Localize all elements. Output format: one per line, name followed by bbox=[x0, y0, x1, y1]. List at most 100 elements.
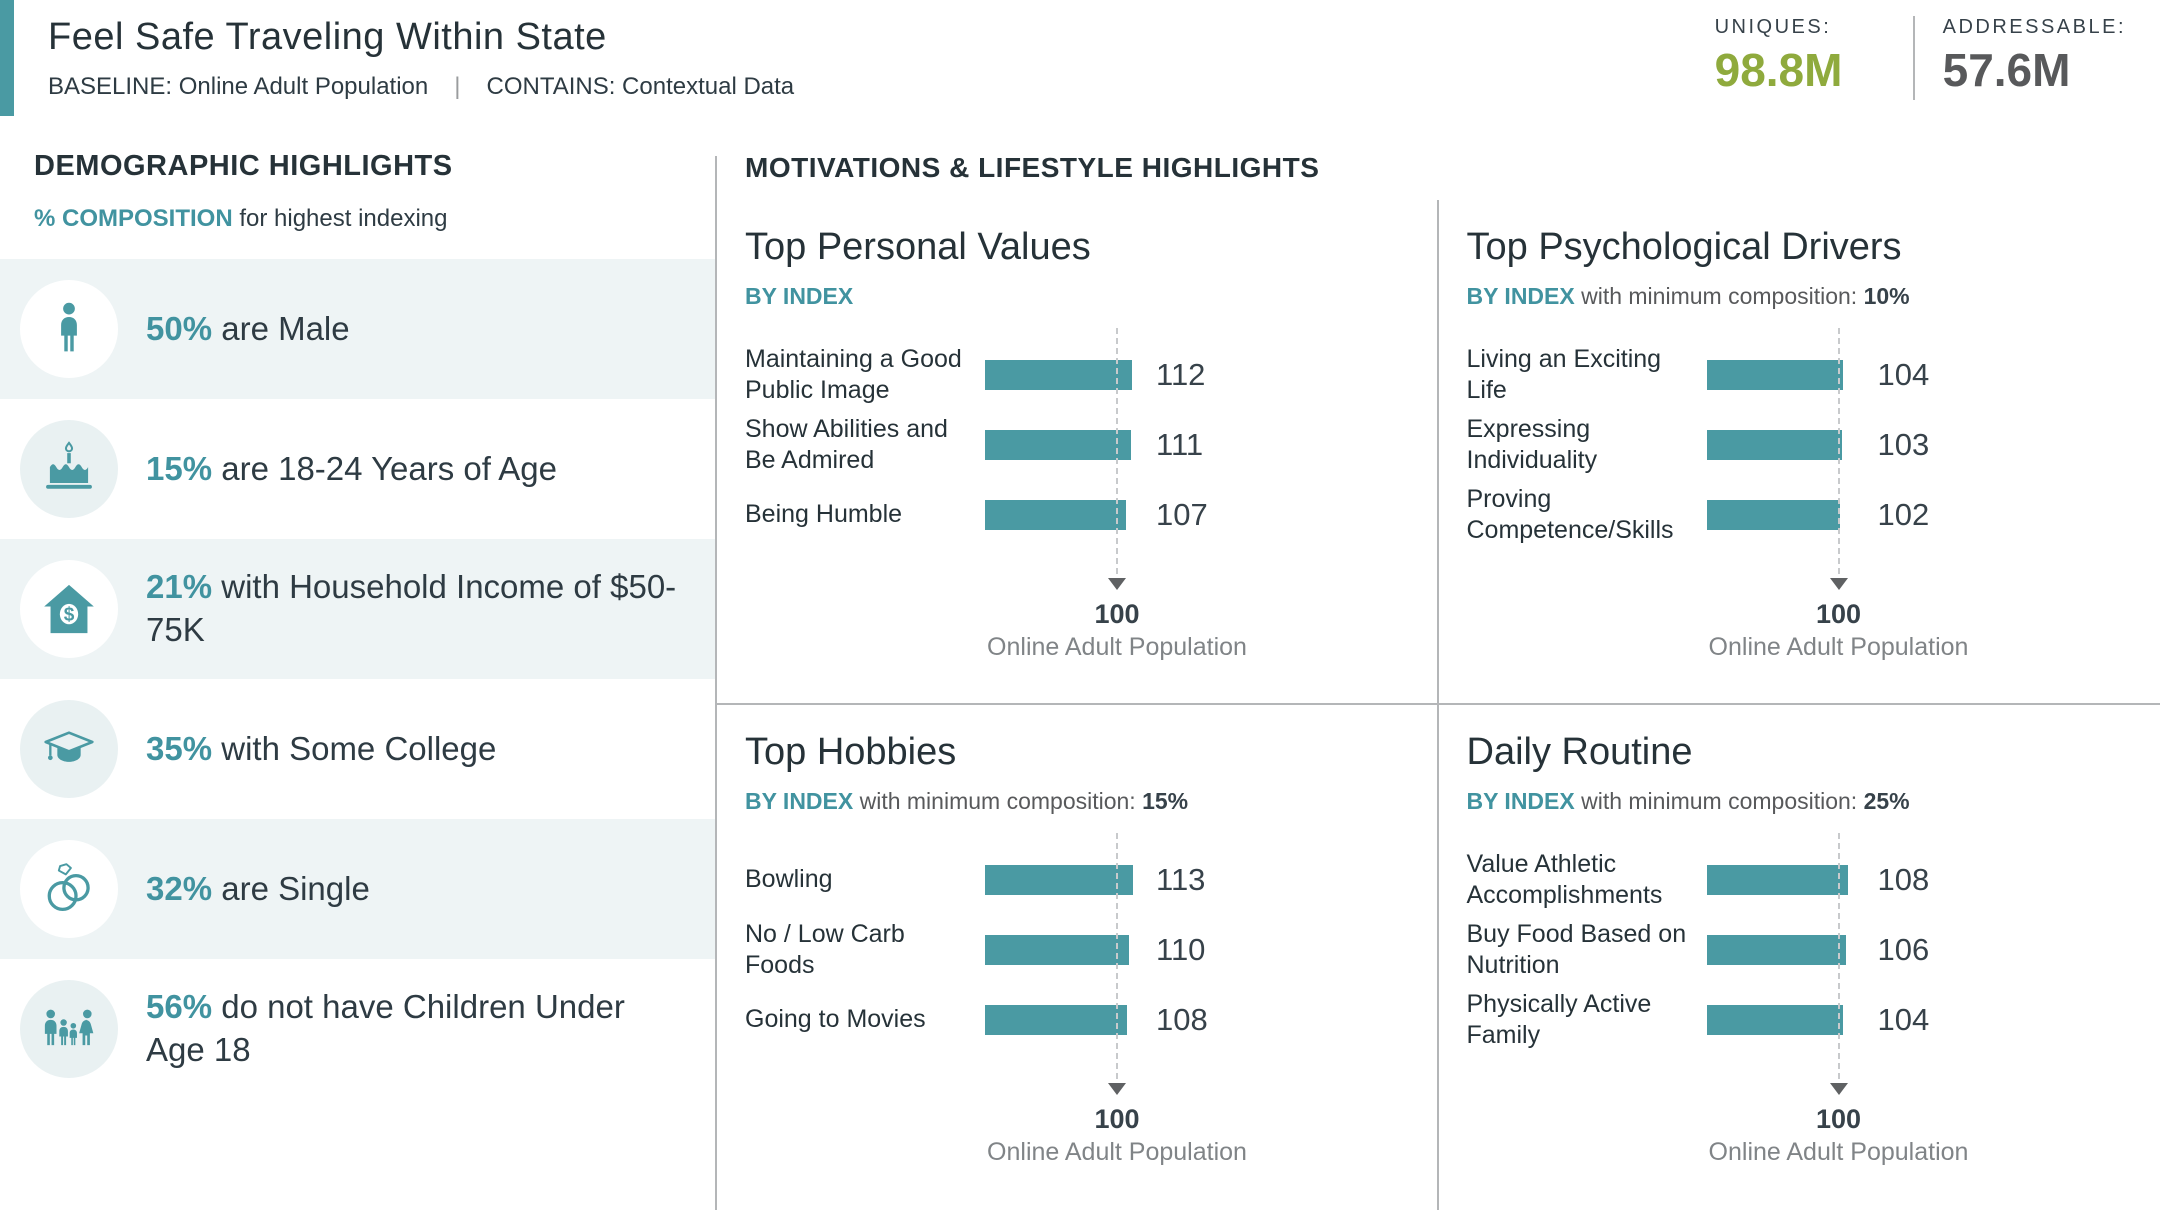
baseline-value: 100 bbox=[1815, 1104, 1862, 1134]
baseline-value: 100 bbox=[1094, 599, 1140, 629]
chart-row: Living an Exciting Life 104 bbox=[1467, 340, 1947, 410]
bar-value: 102 bbox=[1877, 497, 1930, 532]
item-text: 35% with Some College bbox=[146, 728, 496, 771]
report-header: Feel Safe Traveling Within State BASELIN… bbox=[0, 0, 2160, 116]
baseline-value: 100 bbox=[1094, 1104, 1140, 1134]
item-text: 50% are Male bbox=[146, 308, 350, 351]
panel-title: Top Hobbies bbox=[745, 731, 957, 773]
bar-value: 108 bbox=[1877, 862, 1930, 897]
bar-label: Buy Food Based on Nutrition bbox=[1466, 919, 1687, 979]
demographic-item-income: $ 21% with Household Income of $50-75K bbox=[0, 539, 717, 679]
chart-row: Proving Competence/Skills 102 bbox=[1467, 480, 1947, 550]
min-comp-value: 15% bbox=[1142, 788, 1189, 814]
chart-row: Going to Movies 108 bbox=[745, 985, 1225, 1055]
page-title: Feel Safe Traveling Within State bbox=[48, 16, 607, 58]
demographic-sidebar: DEMOGRAPHIC HIGHLIGHTS % COMPOSITION for… bbox=[0, 116, 717, 1210]
by-index-label: BY INDEX bbox=[745, 788, 854, 814]
item-percent: 32% bbox=[146, 869, 213, 907]
min-comp-value: 25% bbox=[1863, 788, 1910, 814]
wedding-rings-icon bbox=[20, 840, 118, 938]
addressable-stat: ADDRESSABLE: 57.6M bbox=[1943, 16, 2126, 97]
house-income-icon: $ bbox=[20, 560, 118, 658]
index-bar bbox=[985, 1005, 1127, 1035]
index-bar-chart: Living an Exciting Life 104 Expressing I… bbox=[1466, 328, 1968, 662]
bar-label: Maintaining a Good Public Image bbox=[745, 344, 962, 404]
min-comp-text: with minimum composition: bbox=[1574, 788, 1864, 814]
chart-row: Maintaining a Good Public Image 112 bbox=[745, 340, 1225, 410]
baseline-guide-line bbox=[1116, 328, 1118, 574]
demographic-item-age: 15% are 18-24 Years of Age bbox=[0, 399, 717, 539]
index-bar bbox=[1706, 1005, 1844, 1035]
index-bar bbox=[1706, 360, 1844, 390]
panels-grid: Top Personal Values BY INDEX Maintaining… bbox=[717, 200, 2160, 1210]
item-text: 21% with Household Income of $50-75K bbox=[146, 566, 686, 652]
item-label: are 18-24 Years of Age bbox=[212, 449, 557, 487]
sidebar-subtitle: % COMPOSITION for highest indexing bbox=[34, 205, 717, 233]
baseline-caption: Online Adult Population bbox=[987, 633, 1247, 661]
by-index-label: BY INDEX bbox=[1466, 283, 1575, 309]
demographic-item-gender: 50% are Male bbox=[0, 259, 717, 399]
contains-meta: CONTAINS: Contextual Data bbox=[486, 73, 795, 100]
by-index-label: BY INDEX bbox=[1466, 788, 1575, 814]
index-bar bbox=[1706, 430, 1842, 460]
chart-row: Bowling 113 bbox=[745, 845, 1225, 915]
item-label: are Single bbox=[212, 869, 370, 907]
composition-rest: for highest indexing bbox=[232, 205, 448, 232]
bar-label: Physically Active Family bbox=[1466, 989, 1652, 1049]
item-percent: 56% bbox=[146, 988, 213, 1026]
panel-top-psychological-drivers: Top Psychological Drivers BY INDEX with … bbox=[1438, 200, 2160, 705]
item-text: 56% do not have Children Under Age 18 bbox=[146, 986, 686, 1072]
panel-top-hobbies: Top Hobbies BY INDEX with minimum compos… bbox=[717, 705, 1439, 1210]
bar-label: Living an Exciting Life bbox=[1466, 344, 1662, 404]
baseline-arrow-icon bbox=[1829, 578, 1848, 590]
sidebar-title: DEMOGRAPHIC HIGHLIGHTS bbox=[34, 150, 453, 182]
bar-label: Show Abilities and Be Admired bbox=[745, 414, 948, 474]
chart-row: Show Abilities and Be Admired 111 bbox=[745, 410, 1225, 480]
min-comp-text: with minimum composition: bbox=[853, 788, 1143, 814]
bar-value: 113 bbox=[1156, 862, 1206, 897]
svg-text:$: $ bbox=[64, 604, 75, 625]
chart-row: Buy Food Based on Nutrition 106 bbox=[1467, 915, 1947, 985]
bar-label: Proving Competence/Skills bbox=[1466, 484, 1674, 544]
index-bar-chart: Value Athletic Accomplishments 108 Buy F… bbox=[1466, 833, 1968, 1167]
item-text: 32% are Single bbox=[146, 868, 370, 911]
min-comp-value: 10% bbox=[1863, 283, 1910, 309]
bar-label: Going to Movies bbox=[745, 1005, 926, 1034]
motivations-section: MOTIVATIONS & LIFESTYLE HIGHLIGHTS Top P… bbox=[717, 116, 2160, 1210]
baseline-caption: Online Adult Population bbox=[1708, 633, 1969, 661]
panel-daily-routine: Daily Routine BY INDEX with minimum comp… bbox=[1439, 705, 2160, 1210]
bar-value: 104 bbox=[1877, 1002, 1930, 1037]
demographic-item-marital: 32% are Single bbox=[0, 819, 717, 959]
item-text: 15% are 18-24 Years of Age bbox=[146, 448, 557, 491]
addressable-label: ADDRESSABLE: bbox=[1942, 16, 2126, 38]
graduation-cap-icon bbox=[20, 700, 118, 798]
bar-value: 110 bbox=[1156, 932, 1206, 967]
baseline-value: 100 bbox=[1815, 599, 1862, 629]
bar-value: 112 bbox=[1156, 357, 1206, 392]
bar-label: Being Humble bbox=[745, 500, 903, 529]
chart-row: No / Low Carb Foods 110 bbox=[745, 915, 1225, 985]
uniques-stat: UNIQUES: 98.8M bbox=[1715, 16, 1885, 97]
item-label: with Household Income of $50-75K bbox=[146, 568, 677, 648]
min-comp-text: with minimum composition: bbox=[1574, 283, 1864, 309]
bar-label: No / Low Carb Foods bbox=[745, 919, 905, 979]
composition-label: % COMPOSITION bbox=[34, 205, 233, 232]
chart-row: Being Humble 107 bbox=[745, 480, 1225, 550]
index-bar bbox=[985, 865, 1134, 895]
index-bar bbox=[985, 360, 1133, 390]
item-percent: 15% bbox=[146, 449, 213, 487]
male-icon bbox=[20, 280, 118, 378]
item-label: are Male bbox=[212, 309, 350, 347]
bar-value: 107 bbox=[1156, 497, 1208, 532]
uniques-value: 98.8M bbox=[1714, 44, 1843, 96]
panel-subtitle: BY INDEX with minimum composition: 10% bbox=[1467, 283, 2143, 310]
baseline-guide-line bbox=[1116, 833, 1118, 1079]
item-percent: 35% bbox=[146, 729, 213, 767]
family-icon bbox=[20, 980, 118, 1078]
bar-label: Expressing Individuality bbox=[1466, 414, 1598, 474]
item-percent: 50% bbox=[146, 309, 213, 347]
panel-subtitle: BY INDEX with minimum composition: 25% bbox=[1467, 788, 2143, 815]
baseline-arrow-icon bbox=[1108, 578, 1126, 590]
by-index-label: BY INDEX bbox=[745, 283, 854, 309]
stats-divider bbox=[1912, 16, 1915, 100]
